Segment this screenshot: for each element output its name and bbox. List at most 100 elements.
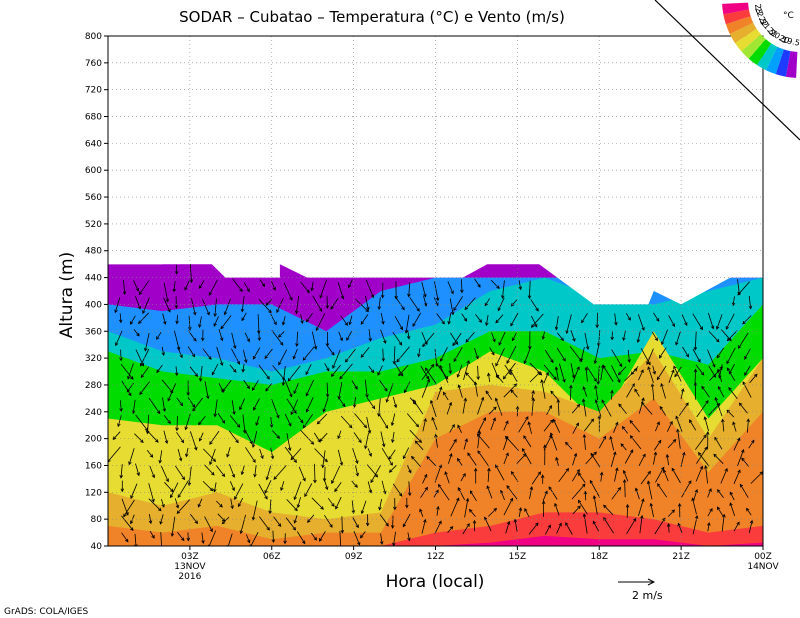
wind-arrow bbox=[580, 347, 585, 362]
wind-arrow bbox=[408, 481, 411, 496]
wind-arrow-head bbox=[198, 324, 202, 329]
wind-arrow bbox=[296, 531, 306, 544]
wind-arrow-head bbox=[426, 456, 430, 460]
wind-arrow bbox=[392, 331, 403, 346]
wind-arrow bbox=[674, 366, 682, 377]
wind-arrow-head bbox=[738, 402, 743, 407]
wind-arrow bbox=[379, 498, 382, 510]
wind-arrow-head bbox=[180, 439, 185, 444]
grid bbox=[108, 36, 763, 546]
wind-arrow bbox=[696, 400, 709, 418]
wind-arrow bbox=[354, 413, 367, 428]
wind-arrow bbox=[298, 466, 306, 481]
wind-arrow-head bbox=[393, 404, 398, 409]
wind-arrow-head bbox=[302, 477, 306, 482]
wind-arrow bbox=[286, 433, 291, 451]
wind-arrow-head bbox=[693, 382, 698, 386]
wind-arrow-head bbox=[381, 443, 386, 448]
wind-arrow-head bbox=[383, 340, 387, 344]
wind-arrow bbox=[600, 365, 604, 381]
wind-arrow bbox=[199, 316, 202, 328]
wind-arrow bbox=[620, 443, 627, 451]
wind-arrow-head bbox=[407, 492, 412, 497]
wind-arrow-head bbox=[677, 522, 681, 527]
wind-arrow-head bbox=[252, 459, 256, 463]
wind-arrow bbox=[436, 363, 449, 380]
wind-arrow bbox=[556, 347, 566, 362]
wind-arrow bbox=[709, 366, 723, 381]
wind-arrow bbox=[252, 431, 258, 448]
wind-arrow-head bbox=[129, 321, 134, 325]
wind-arrow bbox=[130, 315, 136, 325]
wind-arrow-head bbox=[209, 528, 213, 533]
wind-arrow bbox=[231, 348, 240, 365]
wind-arrow bbox=[241, 296, 245, 312]
wind-arrow bbox=[652, 365, 656, 375]
wind-arrow bbox=[421, 364, 434, 381]
wind-arrow bbox=[680, 388, 684, 400]
wind-arrow bbox=[284, 413, 292, 427]
wind-arrow bbox=[436, 506, 439, 516]
wind-arrow-head bbox=[140, 439, 144, 443]
wind-arrow-head bbox=[562, 357, 566, 362]
wind-arrow bbox=[258, 483, 268, 500]
wind-arrow-head bbox=[370, 479, 374, 484]
wind-arrow-head bbox=[658, 439, 662, 444]
wind-arrow bbox=[135, 414, 149, 431]
wind-arrow bbox=[285, 517, 296, 531]
legend-swatch bbox=[729, 22, 757, 44]
wind-arrow bbox=[411, 456, 421, 467]
wind-arrow bbox=[310, 532, 317, 541]
wind-arrow bbox=[487, 468, 490, 483]
wind-arrow bbox=[311, 331, 317, 350]
wind-arrow-head bbox=[741, 457, 745, 462]
wind-arrow bbox=[497, 297, 505, 311]
wind-arrow-head bbox=[742, 381, 746, 385]
wind-arrow-head bbox=[151, 498, 155, 503]
wind-arrow-head bbox=[407, 293, 411, 298]
wind-arrow bbox=[403, 447, 410, 459]
wind-arrow-head bbox=[449, 452, 453, 457]
wind-arrow-head bbox=[179, 354, 183, 359]
wind-arrow bbox=[229, 481, 235, 491]
wind-arrow-head bbox=[523, 435, 527, 439]
wind-arrow-head bbox=[480, 396, 485, 401]
wind-arrow bbox=[148, 397, 161, 414]
wind-arrow bbox=[510, 389, 518, 398]
wind-arrow-head bbox=[629, 419, 634, 424]
wind-arrow-head bbox=[583, 490, 588, 495]
wind-arrow bbox=[300, 314, 303, 324]
wind-arrow bbox=[460, 473, 466, 482]
wind-arrow-head bbox=[117, 423, 121, 428]
wind-arrow-head bbox=[339, 375, 343, 380]
wind-arrow-head bbox=[322, 408, 326, 413]
wind-arrow-head bbox=[656, 318, 660, 322]
wind-arrow bbox=[148, 498, 162, 511]
wind-arrow bbox=[290, 448, 302, 460]
wind-arrow bbox=[232, 278, 243, 292]
wind-arrow bbox=[704, 416, 709, 432]
wind-arrow bbox=[516, 453, 527, 464]
wind-arrow bbox=[440, 347, 448, 362]
wind-arrow bbox=[229, 463, 235, 478]
wind-arrow-head bbox=[452, 342, 456, 347]
wind-arrow bbox=[120, 349, 122, 361]
wind-arrow bbox=[746, 508, 752, 516]
wind-arrow bbox=[543, 435, 552, 451]
wind-arrow-head bbox=[518, 286, 522, 291]
wind-arrow bbox=[273, 516, 282, 527]
wind-arrow-head bbox=[205, 395, 210, 400]
wind-arrow-head bbox=[613, 451, 617, 456]
wind-arrow bbox=[646, 348, 654, 365]
wind-arrow-head bbox=[584, 366, 589, 371]
wind-arrow-head bbox=[417, 353, 421, 358]
wind-arrow-head bbox=[320, 506, 324, 510]
legend-swatch bbox=[741, 34, 766, 59]
wind-arrow bbox=[726, 367, 736, 382]
wind-arrow-head bbox=[460, 289, 464, 294]
chart-title: SODAR – Cubatao – Temperatura (°C) e Ven… bbox=[179, 8, 565, 26]
wind-arrow bbox=[584, 332, 589, 350]
wind-arrow-head bbox=[138, 291, 143, 295]
legend-swatch bbox=[748, 39, 772, 65]
wind-arrow bbox=[133, 329, 140, 337]
